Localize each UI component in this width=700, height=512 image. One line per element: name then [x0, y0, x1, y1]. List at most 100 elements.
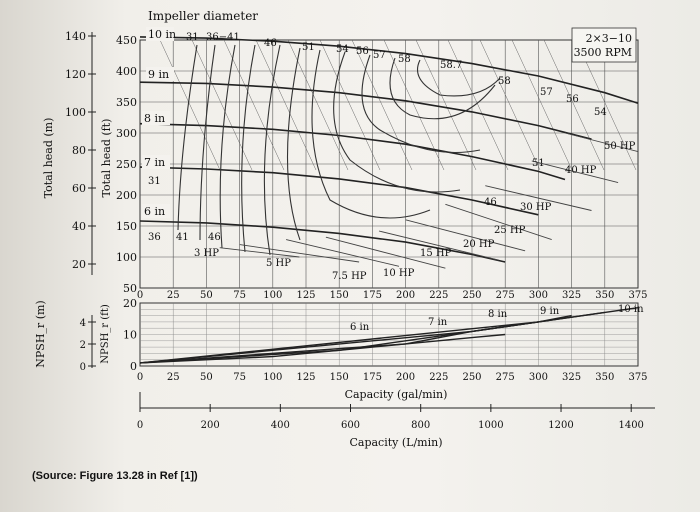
gpm-tick-label: 300	[529, 290, 548, 301]
efficiency-label: 46	[208, 232, 221, 243]
guide-line	[255, 39, 317, 171]
efficiency-label: 57	[373, 50, 386, 61]
lpm-tick-label: 800	[411, 420, 430, 431]
lpm-tick-label: 600	[341, 420, 360, 431]
lpm-tick-label: 1200	[548, 420, 573, 431]
efficiency-curve	[389, 57, 496, 120]
power-line	[239, 244, 360, 263]
gpm-tick-label-lower: 275	[496, 372, 515, 383]
efficiency-label: 54	[594, 107, 607, 118]
pump-label-box	[571, 27, 637, 63]
guide-line	[415, 39, 477, 171]
npsh-m-tick-label: 4	[80, 318, 86, 329]
lpm-tick-label: 1400	[618, 420, 643, 431]
chart-title: Impeller diameter	[148, 9, 258, 23]
efficiency-label: 51	[302, 42, 315, 53]
ft-tick-label: 200	[116, 189, 137, 202]
efficiency-label: 56	[566, 94, 579, 105]
gpm-tick-label-lower: 375	[628, 372, 647, 383]
ft-tick-label: 250	[116, 158, 137, 171]
m-tick-label: 140	[65, 30, 86, 43]
gpm-tick-label-lower: 225	[429, 372, 448, 383]
lpm-tick-label: 0	[137, 420, 143, 431]
lpm-tick-label: 1000	[478, 420, 503, 431]
impeller-label-bg	[146, 67, 174, 81]
efficiency-label: 36	[148, 232, 161, 243]
npsh-m-tick-label: 0	[80, 362, 86, 373]
npsh-m-tick-label: 2	[80, 340, 86, 351]
impeller-label: 7 in	[144, 156, 165, 169]
impeller-label: 8 in	[144, 112, 165, 125]
guide-line	[479, 39, 541, 171]
npsh-curve-label: 8 in	[488, 309, 508, 320]
gpm-tick-label: 225	[429, 290, 448, 301]
guide-line	[287, 39, 349, 171]
x-axis-label-gpm: Capacity (gal/min)	[345, 388, 448, 401]
power-line	[531, 160, 619, 184]
guide-line	[351, 39, 413, 171]
impeller-label: 10 in	[148, 28, 176, 41]
efficiency-curve	[241, 44, 256, 253]
pump-speed-label: 3500 RPM	[574, 46, 632, 59]
x-axis-label-lpm: Capacity (L/min)	[349, 436, 442, 449]
power-line	[405, 219, 526, 252]
gpm-tick-label: 175	[363, 290, 382, 301]
impeller-label-bg	[142, 111, 170, 125]
y-axis-label-m: Total head (m)	[42, 118, 55, 199]
impeller-curve	[139, 81, 592, 140]
efficiency-label: 46	[264, 38, 277, 49]
guide-line	[319, 39, 381, 171]
gpm-tick-label-lower: 175	[363, 372, 382, 383]
efficiency-label: 54	[336, 44, 349, 55]
impeller-curve	[139, 36, 639, 104]
m-tick-label: 80	[72, 144, 86, 157]
ft-tick-label: 150	[116, 220, 137, 233]
efficiency-label: 36−41	[206, 32, 240, 43]
efficiency-curve	[199, 44, 216, 241]
efficiency-curve	[311, 49, 431, 219]
impeller-curve	[139, 166, 539, 216]
gpm-tick-label: 375	[628, 290, 647, 301]
m-tick-label: 20	[72, 258, 86, 271]
ft-tick-label: 350	[116, 96, 137, 109]
npsh-ft-tick-label: 10	[123, 329, 137, 342]
guide-line	[511, 39, 573, 171]
impeller-label-bg	[142, 155, 170, 169]
power-line	[564, 132, 639, 153]
gpm-tick-label-lower: 300	[529, 372, 548, 383]
power-line	[325, 236, 446, 269]
npsh-ylabel-m: NPSH_r (m)	[34, 300, 47, 367]
gpm-tick-label: 150	[330, 290, 349, 301]
power-line	[219, 247, 300, 258]
gpm-tick-label-lower: 150	[330, 372, 349, 383]
gpm-tick-label-lower: 125	[296, 372, 315, 383]
m-tick-label: 120	[65, 68, 86, 81]
gpm-tick-label: 250	[462, 290, 481, 301]
gpm-tick-label: 325	[562, 290, 581, 301]
efficiency-label: 58	[398, 54, 411, 65]
gpm-tick-label: 75	[233, 290, 246, 301]
impeller-label-bg	[146, 27, 174, 41]
gpm-tick-label-lower: 50	[200, 372, 213, 383]
guide-line	[543, 39, 605, 171]
efficiency-label: 58	[498, 76, 511, 87]
npsh-ylabel-ft: NPSH_r (ft)	[100, 304, 111, 364]
efficiency-label: 46	[484, 197, 497, 208]
gpm-tick-label: 275	[496, 290, 515, 301]
gpm-tick-label: 125	[296, 290, 315, 301]
efficiency-label: 31	[186, 32, 199, 43]
efficiency-label: 58.7	[440, 60, 462, 71]
gpm-tick-label-lower: 100	[263, 372, 282, 383]
power-label: 30 HP	[520, 202, 552, 213]
pump-size-label: 2×3−10	[586, 32, 632, 45]
gpm-tick-label: 0	[137, 290, 143, 301]
impeller-label: 9 in	[148, 68, 169, 81]
impeller-curve	[139, 122, 566, 181]
npsh-curve-label: 10 in	[618, 304, 644, 315]
power-line	[445, 203, 552, 241]
power-line	[485, 185, 592, 211]
npsh-curve-label: 7 in	[428, 317, 448, 328]
lpm-tick-label: 400	[271, 420, 290, 431]
